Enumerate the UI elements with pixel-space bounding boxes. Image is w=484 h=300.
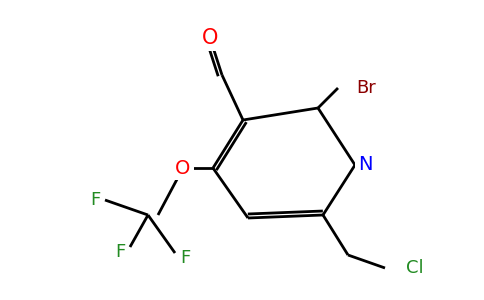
Text: Br: Br	[356, 79, 376, 97]
Text: O: O	[202, 28, 218, 48]
Text: Cl: Cl	[406, 259, 424, 277]
Text: N: N	[358, 155, 372, 175]
Text: F: F	[115, 243, 125, 261]
Text: O: O	[175, 158, 191, 178]
Text: F: F	[90, 191, 100, 209]
Text: F: F	[180, 249, 190, 267]
